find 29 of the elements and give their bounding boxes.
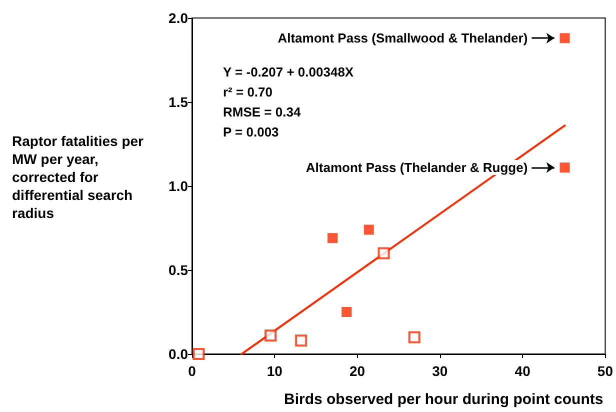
point (264, 330, 277, 342)
y-tick-label: 0.5 (168, 262, 188, 278)
annotation: Y = -0.207 + 0.00348X (223, 64, 354, 80)
annotation: Altamont Pass (Smallwood & Thelander) (278, 30, 528, 46)
y-tick-label: 1.5 (168, 94, 188, 110)
x-tick-label: 20 (349, 363, 366, 379)
point (342, 307, 352, 317)
annotation: r² = 0.70 (223, 84, 273, 100)
annotation: P = 0.003 (223, 124, 279, 140)
x-axis-title: Birds observed per hour during point counts (284, 391, 604, 408)
y-axis-title: Raptor fatalities per MW per year, corrected for differential search radius (12, 133, 148, 221)
annotation: Altamont Pass (Thelander & Rugge) (306, 160, 528, 176)
x-tick-label: 0 (188, 363, 196, 379)
y-tick-label: 1.0 (168, 178, 188, 194)
point (560, 33, 570, 44)
point (192, 348, 205, 360)
point (295, 334, 308, 347)
point (408, 331, 420, 344)
x-tick-label: 10 (266, 363, 283, 379)
x-tick-label: 40 (514, 363, 531, 379)
x-tick-label: 30 (432, 363, 448, 379)
x-tick-label: 50 (597, 363, 614, 379)
point (327, 233, 338, 244)
annotation: RMSE = 0.34 (223, 104, 302, 120)
point (560, 162, 570, 173)
point (378, 247, 390, 260)
point (364, 224, 374, 235)
y-tick-label: 0.0 (168, 346, 188, 362)
y-tick-label: 2.0 (168, 10, 188, 26)
